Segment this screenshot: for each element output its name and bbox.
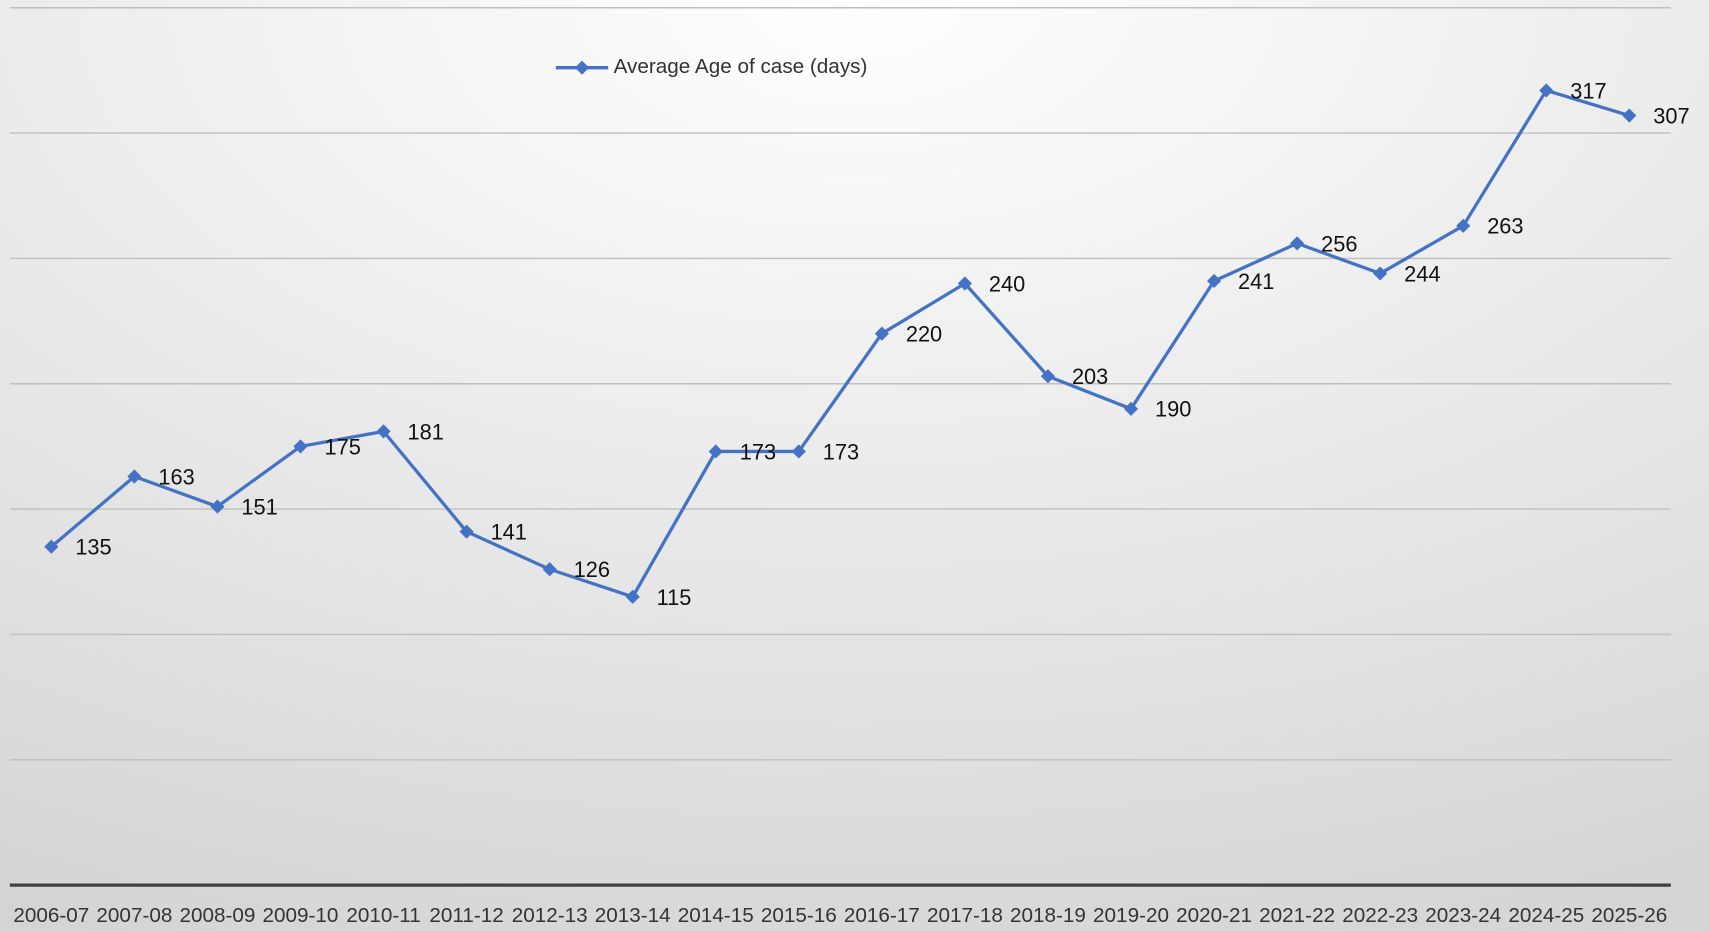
x-tick-label: 2025-26 — [1591, 904, 1667, 927]
x-tick-label: 2014-15 — [678, 904, 754, 927]
data-label: 151 — [241, 495, 277, 520]
x-tick-label: 2012-13 — [512, 904, 588, 927]
x-tick-label: 2011-12 — [429, 904, 503, 927]
x-tick-label: 2008-09 — [179, 904, 255, 927]
x-tick-label: 2019-20 — [1093, 904, 1169, 927]
data-label: 141 — [491, 520, 527, 545]
data-point — [1539, 83, 1554, 98]
data-label: 173 — [823, 439, 859, 464]
legend-label: Average Age of case (days) — [614, 55, 868, 78]
data-label: 163 — [158, 464, 194, 489]
data-label: 240 — [989, 271, 1025, 296]
data-point — [1206, 273, 1222, 289]
x-tick-label: 2007-08 — [96, 904, 172, 927]
data-label: 126 — [574, 557, 610, 582]
x-tick-label: 2024-25 — [1508, 904, 1584, 927]
series-line — [50, 88, 1630, 599]
data-label: 256 — [1321, 231, 1357, 256]
x-tick-label: 2021-22 — [1259, 904, 1335, 927]
x-tick-label: 2015-16 — [761, 904, 837, 927]
data-label: 307 — [1653, 103, 1689, 128]
data-label: 220 — [906, 322, 942, 347]
legend-marker — [574, 60, 590, 75]
data-label: 115 — [657, 585, 692, 610]
x-tick-label: 2010-11 — [346, 904, 420, 927]
x-tick-label: 2016-17 — [844, 904, 920, 927]
data-label: 173 — [740, 439, 776, 464]
data-point — [127, 469, 142, 484]
data-label: 263 — [1487, 214, 1523, 239]
data-label: 241 — [1238, 269, 1274, 294]
data-label: 317 — [1570, 78, 1606, 103]
data-point — [1123, 401, 1139, 416]
data-label: 135 — [75, 535, 111, 560]
data-point — [293, 439, 308, 454]
x-tick-label: 2006-07 — [13, 904, 89, 927]
data-label: 175 — [324, 434, 360, 459]
x-tick-label: 2013-14 — [595, 904, 671, 927]
data-point — [1290, 236, 1305, 251]
x-tick-label: 2017-18 — [927, 904, 1003, 927]
data-label: 203 — [1072, 364, 1108, 389]
x-tick-label: 2022-23 — [1342, 904, 1418, 927]
data-label: 244 — [1404, 261, 1440, 286]
x-tick-label: 2018-19 — [1010, 904, 1086, 927]
data-label: 190 — [1155, 397, 1191, 422]
x-tick-label: 2020-21 — [1176, 904, 1252, 927]
x-tick-label: 2023-24 — [1425, 904, 1501, 927]
x-tick-label: 2009-10 — [263, 904, 339, 927]
data-label: 181 — [408, 419, 444, 444]
